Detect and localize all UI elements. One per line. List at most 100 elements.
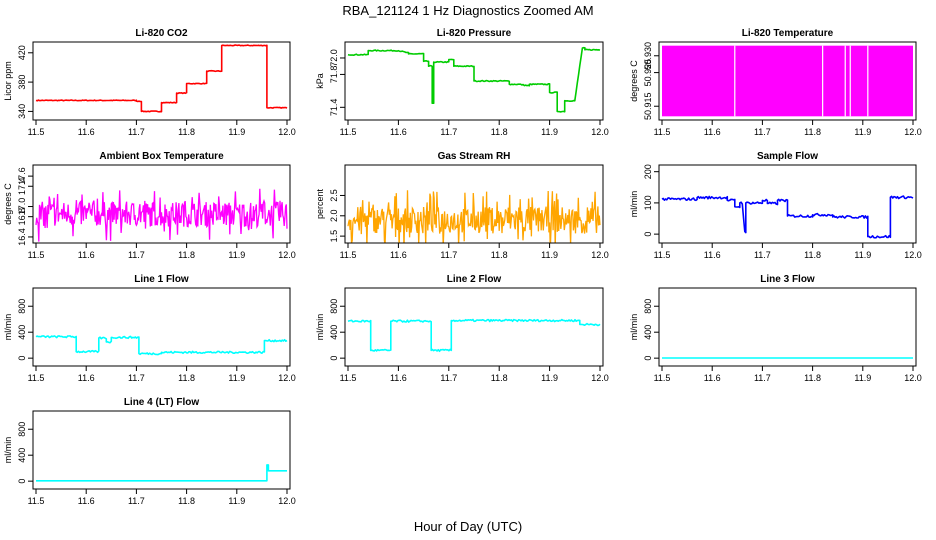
chart-title: Li-820 Pressure (437, 28, 512, 39)
y-axis-label: ml/min (3, 314, 13, 341)
y-tick-label: 50.915 (643, 92, 653, 120)
y-axis-label: degrees C (629, 60, 639, 102)
y-tick-label: 71.4 (329, 99, 339, 117)
y-tick-label: 72.0 (329, 49, 339, 67)
x-tick-label: 11.7 (128, 373, 145, 383)
x-tick-label: 11.9 (541, 127, 558, 137)
x-tick-label: 11.9 (854, 127, 871, 137)
x-tick-label: 11.8 (178, 127, 195, 137)
x-tick-label: 12.0 (591, 127, 609, 137)
y-tick-label: 400 (643, 325, 653, 340)
chart-gas-stream-rh: Gas Stream RH percent 11.5 11.6 11.7 11.8 11.9… (315, 151, 609, 260)
y-tick-label: 17.4 (17, 177, 27, 195)
series-group (35, 188, 288, 242)
chart-line-2-flow: Line 2 Flow ml/min 11.5 11.6 11.7 11.8 11.9 12.… (315, 274, 609, 383)
x-tick-label: 11.8 (804, 250, 821, 260)
x-tick-label: 11.8 (178, 250, 195, 260)
plot-frame (658, 164, 917, 244)
data-series (347, 318, 601, 353)
x-tick-label: 11.8 (491, 250, 508, 260)
y-tick-label: 16.4 (17, 228, 27, 246)
series-group (36, 464, 287, 482)
chart-title: Sample Flow (757, 151, 818, 162)
x-tick-label: 11.6 (390, 250, 407, 260)
x-tick-label: 11.6 (78, 496, 95, 506)
plot-frame (344, 287, 604, 367)
y-tick-label: 16.8 (17, 208, 27, 226)
x-tick-label: 11.5 (654, 373, 671, 383)
x-tick-label: 11.8 (491, 127, 508, 137)
x-tick-label: 11.6 (78, 127, 95, 137)
x-tick-label: 11.9 (228, 250, 245, 260)
y-axis-label: ml/min (3, 437, 13, 464)
y-tick-label: 1.5 (329, 230, 339, 243)
x-tick-label: 11.7 (440, 127, 457, 137)
x-tick-label: 11.9 (228, 373, 245, 383)
data-series (35, 188, 288, 242)
y-axis-label: kPa (315, 73, 325, 89)
y-tick-label: 17.0 (17, 198, 27, 216)
y-axis-label: ml/min (629, 191, 639, 218)
y-tick-label: 50.930 (643, 42, 653, 70)
x-tick-label: 12.0 (591, 373, 609, 383)
data-series (35, 44, 288, 113)
chart-li-820-pressure: Li-820 Pressure kPa 11.5 11.6 11.7 11.8 11.9 12… (315, 28, 609, 137)
series-group (35, 44, 288, 113)
y-tick-label: 800 (643, 299, 653, 314)
x-tick-label: 12.0 (904, 373, 922, 383)
x-tick-label: 11.5 (28, 127, 45, 137)
plot-frame (32, 287, 291, 367)
x-tick-label: 11.8 (178, 496, 195, 506)
chart-line-4-lt-flow: Line 4 (LT) Flow ml/min 11.5 11.6 11.7 11.8 11… (3, 397, 296, 506)
x-tick-label: 11.9 (541, 250, 558, 260)
data-series (347, 190, 601, 243)
plot-frame (658, 41, 917, 121)
chart-line-3-flow: Line 3 Flow ml/min 11.5 11.6 11.7 11.8 11.9 12.… (629, 274, 922, 383)
plot-frame (32, 410, 291, 490)
chart-title: Line 1 Flow (134, 274, 189, 285)
x-tick-label: 11.9 (854, 250, 871, 260)
y-tick-label: 800 (329, 299, 339, 314)
figure-title: RBA_121124 1 Hz Diagnostics Zoomed AM (342, 3, 593, 18)
x-tick-label: 11.5 (654, 127, 671, 137)
x-tick-label: 11.9 (541, 373, 558, 383)
x-tick-label: 11.9 (228, 496, 245, 506)
y-tick-label: 400 (17, 325, 27, 340)
series-group (347, 46, 601, 113)
x-tick-label: 11.7 (440, 250, 457, 260)
x-tick-label: 11.8 (804, 127, 821, 137)
x-tick-label: 11.7 (128, 250, 145, 260)
x-axis-label: Hour of Day (UTC) (414, 519, 522, 534)
y-tick-label: 71.8 (329, 66, 339, 84)
y-tick-label: 100 (643, 195, 653, 210)
chart-title: Li-820 CO2 (135, 28, 188, 39)
x-tick-label: 11.5 (28, 496, 45, 506)
chart-title: Gas Stream RH (438, 151, 511, 162)
x-tick-label: 11.5 (28, 250, 45, 260)
y-axis-label: degrees C (3, 183, 13, 225)
y-axis-label: Licor ppm (3, 61, 13, 101)
y-tick-label: 380 (17, 75, 27, 90)
data-series (35, 335, 288, 356)
series-group (661, 195, 914, 239)
x-tick-label: 11.8 (491, 373, 508, 383)
y-tick-label: 17.6 (17, 167, 27, 185)
y-tick-label: 0 (329, 356, 339, 361)
x-tick-label: 11.5 (340, 250, 357, 260)
plot-frame (32, 164, 291, 244)
chart-panels: Li-820 CO2 Licor ppm 11.5 11.6 11.7 11.8 11.9 1… (3, 28, 922, 506)
x-tick-label: 11.7 (128, 127, 145, 137)
x-tick-label: 11.7 (128, 496, 145, 506)
x-tick-label: 12.0 (278, 496, 296, 506)
x-tick-label: 11.6 (78, 250, 95, 260)
x-tick-label: 11.9 (854, 373, 871, 383)
y-tick-label: 400 (17, 448, 27, 463)
x-tick-label: 11.7 (754, 250, 771, 260)
x-tick-label: 11.5 (28, 373, 45, 383)
plot-frame (32, 41, 291, 121)
x-tick-label: 11.6 (704, 250, 721, 260)
x-tick-label: 12.0 (904, 127, 922, 137)
chart-li-820-temperature: Li-820 Temperature degrees C 11.5 11.6 11.7 1… (629, 28, 922, 137)
y-tick-label: 800 (17, 299, 27, 314)
plot-frame (344, 41, 604, 121)
